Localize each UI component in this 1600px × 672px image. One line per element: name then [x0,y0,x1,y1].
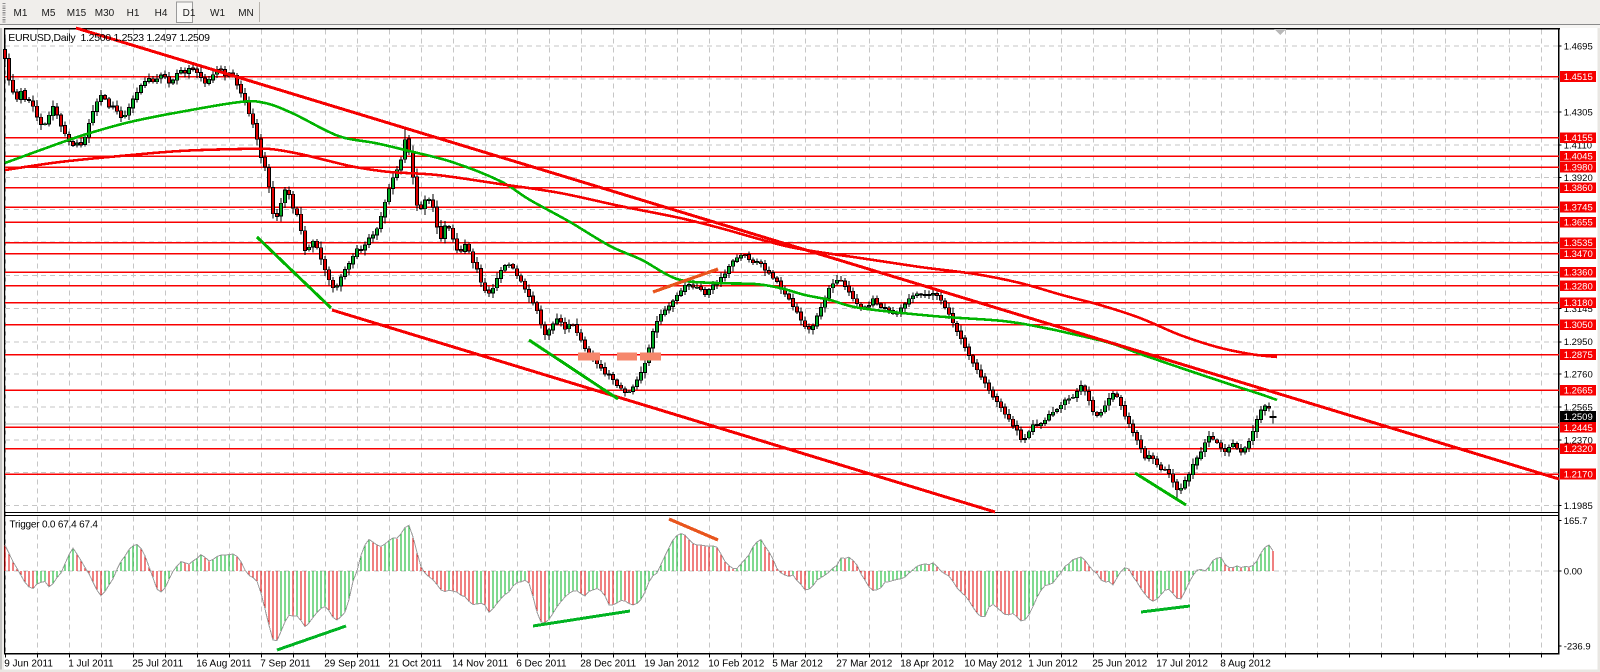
svg-text:W1: W1 [210,8,225,19]
svg-text:25 Jun 2012: 25 Jun 2012 [1092,658,1147,669]
svg-text:5 Mar 2012: 5 Mar 2012 [772,658,823,669]
svg-text:D1: D1 [183,8,196,19]
svg-text:9 Jun 2011: 9 Jun 2011 [4,658,53,669]
svg-text:1.2665: 1.2665 [1564,386,1593,397]
svg-text:1.3470: 1.3470 [1564,249,1593,260]
svg-text:1.3920: 1.3920 [1564,173,1593,184]
svg-text:1.2370: 1.2370 [1564,436,1593,447]
svg-text:1.3745: 1.3745 [1564,202,1593,213]
svg-text:1.3180: 1.3180 [1564,298,1593,309]
svg-text:25 Jul 2011: 25 Jul 2011 [132,658,183,669]
svg-text:H1: H1 [127,8,140,19]
svg-text:7 Sep 2011: 7 Sep 2011 [260,658,311,669]
svg-text:-236.9: -236.9 [1564,641,1591,652]
svg-text:27 Mar 2012: 27 Mar 2012 [836,658,893,669]
svg-text:0.00: 0.00 [1564,567,1583,578]
svg-text:1.4045: 1.4045 [1564,152,1593,163]
svg-text:28 Dec 2011: 28 Dec 2011 [580,658,636,669]
svg-text:1.1985: 1.1985 [1564,501,1593,512]
svg-text:EURUSD,Daily 1.2500 1.2523 1.: EURUSD,Daily 1.2500 1.2523 1.2497 1.2509 [8,32,210,44]
svg-text:1.4515: 1.4515 [1564,72,1593,83]
svg-text:M1: M1 [14,8,28,19]
svg-text:M15: M15 [67,8,87,19]
svg-text:1.4155: 1.4155 [1564,133,1593,144]
svg-text:1.3360: 1.3360 [1564,268,1593,279]
svg-text:1.3280: 1.3280 [1564,281,1593,292]
svg-text:17 Jul 2012: 17 Jul 2012 [1156,658,1208,669]
svg-text:8 Aug 2012: 8 Aug 2012 [1220,658,1271,669]
svg-text:165.7: 165.7 [1564,516,1588,527]
svg-text:1.3655: 1.3655 [1564,218,1593,229]
svg-text:1.4695: 1.4695 [1564,41,1593,52]
svg-text:18 Apr 2012: 18 Apr 2012 [900,658,954,669]
svg-text:1.3145: 1.3145 [1564,304,1593,315]
svg-text:14 Nov 2011: 14 Nov 2011 [452,658,508,669]
svg-text:10 Feb 2012: 10 Feb 2012 [708,658,765,669]
svg-text:MN: MN [238,8,254,19]
svg-text:1.2320: 1.2320 [1564,444,1593,455]
svg-text:1.4305: 1.4305 [1564,108,1593,119]
svg-text:10 May 2012: 10 May 2012 [964,658,1022,669]
svg-text:1.2950: 1.2950 [1564,337,1593,348]
svg-text:1.3860: 1.3860 [1564,183,1593,194]
svg-text:21 Oct 2011: 21 Oct 2011 [388,658,442,669]
svg-text:6 Dec 2011: 6 Dec 2011 [516,658,567,669]
svg-text:1.4110: 1.4110 [1564,141,1592,152]
svg-text:16 Aug 2011: 16 Aug 2011 [196,658,252,669]
svg-text:1.2565: 1.2565 [1564,403,1593,414]
svg-text:1.2445: 1.2445 [1564,423,1593,434]
svg-text:1.2509: 1.2509 [1564,412,1593,423]
svg-text:1.2170: 1.2170 [1564,469,1593,480]
svg-text:1.3050: 1.3050 [1564,320,1593,331]
svg-text:H4: H4 [155,8,168,19]
svg-text:1.3535: 1.3535 [1564,238,1593,249]
svg-text:Trigger 0.0 67.4 67.4: Trigger 0.0 67.4 67.4 [10,520,99,531]
svg-text:1.2875: 1.2875 [1564,350,1593,361]
svg-text:1 Jul 2011: 1 Jul 2011 [68,658,114,669]
svg-text:1.3980: 1.3980 [1564,163,1593,174]
svg-text:M30: M30 [95,8,115,19]
svg-text:1 Jun 2012: 1 Jun 2012 [1028,658,1078,669]
svg-text:1.2760: 1.2760 [1564,369,1593,380]
svg-text:29 Sep 2011: 29 Sep 2011 [324,658,380,669]
svg-text:19 Jan 2012: 19 Jan 2012 [644,658,699,669]
svg-text:M5: M5 [42,8,56,19]
